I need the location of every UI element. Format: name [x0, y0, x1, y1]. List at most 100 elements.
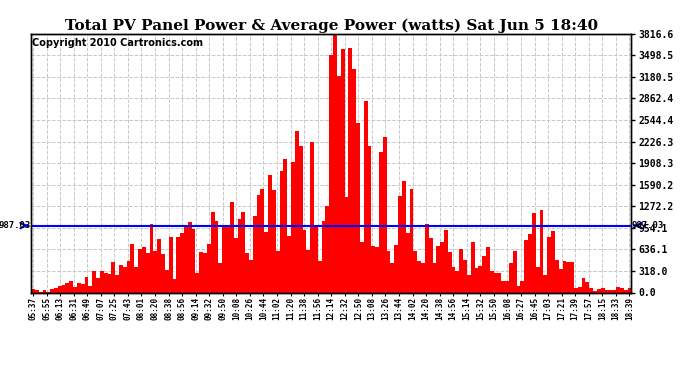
Bar: [375, 247, 379, 292]
Bar: [444, 230, 448, 292]
Bar: [352, 69, 356, 292]
Bar: [497, 273, 502, 292]
Bar: [433, 263, 436, 292]
Text: 987.03: 987.03: [0, 221, 30, 230]
Bar: [119, 265, 123, 292]
Bar: [322, 221, 326, 292]
Bar: [108, 274, 111, 292]
Bar: [482, 256, 486, 292]
Bar: [344, 197, 348, 292]
Bar: [268, 175, 272, 292]
Bar: [69, 281, 73, 292]
Bar: [318, 261, 322, 292]
Bar: [360, 242, 364, 292]
Bar: [54, 288, 58, 292]
Text: Copyright 2010 Cartronics.com: Copyright 2010 Cartronics.com: [32, 38, 204, 48]
Bar: [180, 233, 184, 292]
Bar: [31, 289, 35, 292]
Bar: [195, 273, 199, 292]
Bar: [448, 252, 452, 292]
Bar: [184, 226, 188, 292]
Bar: [398, 196, 402, 292]
Bar: [188, 222, 192, 292]
Bar: [104, 273, 108, 292]
Bar: [287, 236, 291, 292]
Bar: [612, 290, 616, 292]
Bar: [440, 242, 444, 292]
Bar: [410, 189, 413, 292]
Bar: [601, 288, 604, 292]
Bar: [486, 247, 490, 292]
Bar: [371, 246, 375, 292]
Bar: [302, 230, 306, 292]
Bar: [337, 75, 341, 292]
Bar: [586, 282, 589, 292]
Bar: [257, 195, 260, 292]
Bar: [597, 289, 601, 292]
Bar: [517, 286, 520, 292]
Bar: [253, 216, 257, 292]
Bar: [241, 212, 245, 292]
Bar: [310, 142, 314, 292]
Bar: [494, 273, 497, 292]
Bar: [130, 244, 135, 292]
Bar: [624, 290, 627, 292]
Bar: [544, 275, 547, 292]
Bar: [234, 238, 237, 292]
Bar: [509, 263, 513, 292]
Bar: [379, 152, 383, 292]
Bar: [620, 288, 624, 292]
Bar: [96, 279, 100, 292]
Bar: [524, 240, 528, 292]
Bar: [562, 261, 566, 292]
Bar: [402, 181, 406, 292]
Bar: [540, 210, 544, 292]
Bar: [490, 271, 494, 292]
Bar: [88, 286, 92, 292]
Bar: [513, 251, 517, 292]
Bar: [502, 281, 505, 292]
Bar: [230, 202, 234, 292]
Bar: [460, 249, 463, 292]
Bar: [66, 283, 69, 292]
Bar: [165, 270, 168, 292]
Bar: [589, 288, 593, 292]
Bar: [570, 261, 574, 292]
Bar: [299, 146, 302, 292]
Bar: [356, 123, 360, 292]
Bar: [593, 291, 597, 292]
Bar: [177, 237, 180, 292]
Bar: [226, 226, 230, 292]
Bar: [391, 263, 394, 292]
Bar: [111, 262, 115, 292]
Bar: [264, 232, 268, 292]
Bar: [532, 213, 535, 292]
Bar: [383, 137, 386, 292]
Bar: [203, 253, 207, 292]
Bar: [314, 226, 318, 292]
Bar: [153, 251, 157, 292]
Bar: [272, 190, 276, 292]
Bar: [123, 267, 127, 292]
Bar: [100, 271, 104, 292]
Bar: [368, 146, 371, 292]
Bar: [341, 49, 344, 292]
Bar: [50, 290, 54, 292]
Bar: [471, 242, 475, 292]
Bar: [406, 233, 410, 292]
Bar: [425, 224, 428, 292]
Bar: [43, 290, 46, 292]
Bar: [551, 231, 555, 292]
Bar: [306, 251, 310, 292]
Bar: [157, 239, 161, 292]
Bar: [528, 234, 532, 292]
Bar: [578, 286, 582, 292]
Bar: [146, 253, 150, 292]
Bar: [85, 277, 88, 292]
Bar: [77, 284, 81, 292]
Bar: [627, 288, 631, 292]
Bar: [616, 287, 620, 292]
Bar: [291, 162, 295, 292]
Bar: [260, 189, 264, 292]
Bar: [609, 290, 612, 292]
